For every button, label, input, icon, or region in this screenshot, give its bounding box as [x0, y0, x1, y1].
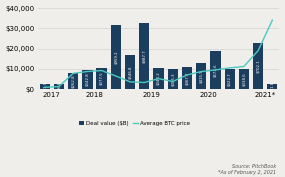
Bar [253, 42, 263, 89]
Text: $93.5: $93.5 [43, 81, 47, 92]
Text: $91.8: $91.8 [270, 81, 274, 92]
Text: $415.9: $415.9 [199, 69, 203, 83]
Text: $86.6: $86.6 [57, 81, 61, 92]
Text: $340.2: $340.2 [156, 72, 160, 85]
Bar [196, 63, 206, 89]
Text: $987.7: $987.7 [142, 49, 146, 63]
Text: $322.7: $322.7 [228, 72, 232, 86]
Bar [153, 68, 164, 89]
Text: $367.7: $367.7 [185, 71, 189, 85]
Text: $338.6: $338.6 [242, 72, 246, 86]
Bar [97, 68, 107, 89]
Bar [54, 84, 64, 89]
Bar [111, 25, 121, 89]
Bar [182, 67, 192, 89]
Text: $959.2: $959.2 [114, 50, 118, 64]
Bar [40, 84, 50, 89]
Text: $342.8: $342.8 [86, 73, 89, 86]
Bar [125, 55, 135, 89]
Bar [210, 51, 221, 89]
Bar [68, 73, 78, 89]
Text: $262.8: $262.8 [71, 74, 75, 88]
Bar [267, 84, 278, 89]
Bar [139, 23, 149, 89]
Text: $702.1: $702.1 [256, 59, 260, 73]
Text: Source: PitchBook
*As of February 2, 2021: Source: PitchBook *As of February 2, 202… [218, 164, 276, 175]
Text: $377.5: $377.5 [99, 72, 104, 85]
Legend: Deal value ($B), Average BTC price: Deal value ($B), Average BTC price [76, 119, 192, 129]
Bar [82, 70, 93, 89]
Bar [225, 69, 235, 89]
Text: $572.6: $572.6 [213, 63, 217, 77]
Bar [168, 69, 178, 89]
Text: $305.3: $305.3 [171, 72, 175, 86]
Bar [239, 68, 249, 89]
Text: $546.8: $546.8 [128, 65, 132, 79]
